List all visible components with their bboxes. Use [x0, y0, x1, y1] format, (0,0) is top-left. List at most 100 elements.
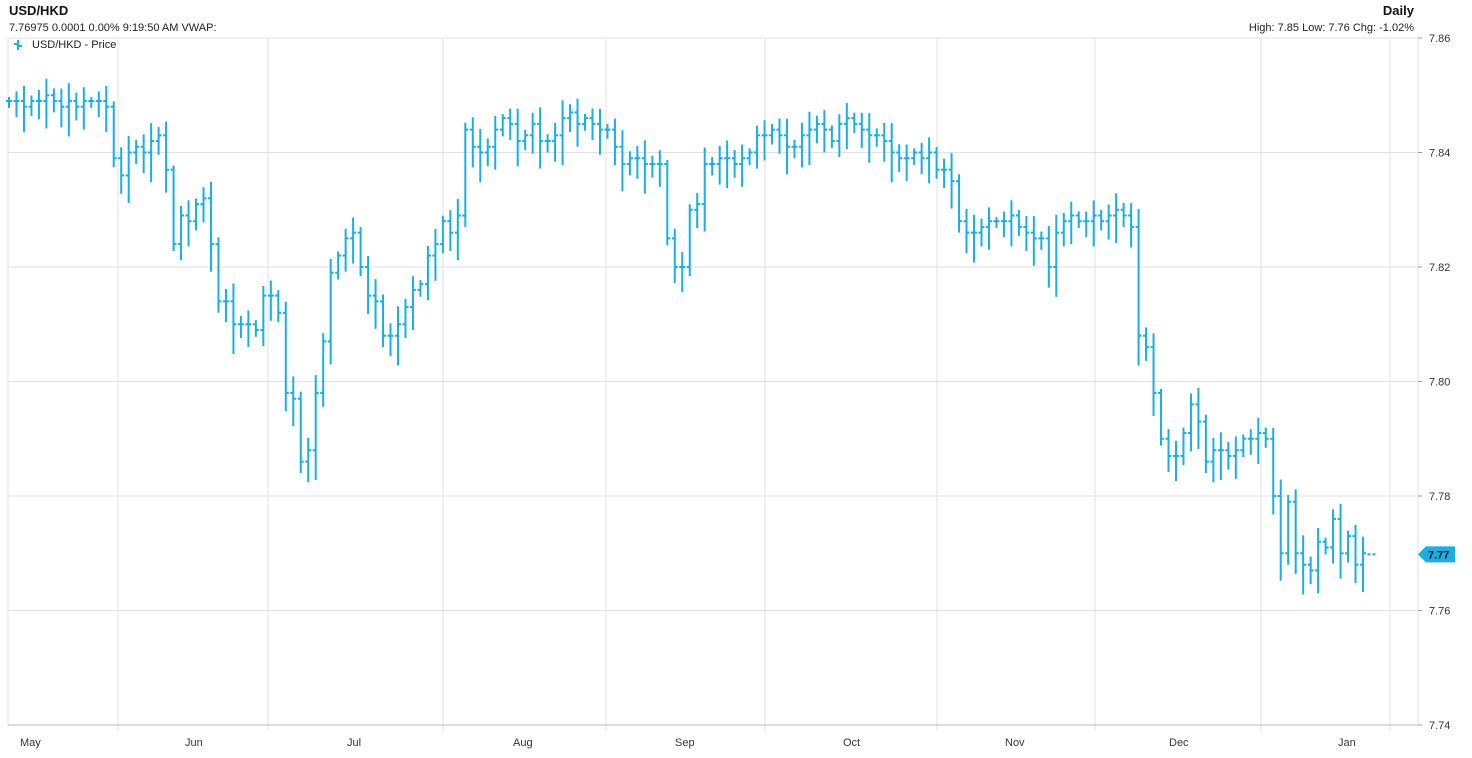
- ohlc-bar: [993, 217, 1000, 229]
- ohlc-bar: [394, 306, 401, 366]
- y-tick-label: 7.76: [1429, 606, 1450, 618]
- ohlc-bar: [574, 98, 581, 147]
- ohlc-bar: [1023, 215, 1030, 251]
- ohlc-bar: [933, 147, 940, 179]
- ohlc-bar: [200, 187, 207, 223]
- ohlc-bar: [1255, 417, 1262, 464]
- ohlc-bar: [821, 110, 828, 153]
- ohlc-bar: [439, 215, 446, 254]
- ohlc-bar: [103, 85, 110, 132]
- ohlc-bar: [1053, 214, 1060, 297]
- ohlc-bar: [1113, 193, 1120, 243]
- ohlc-bar: [582, 114, 589, 131]
- ohlc-bar: [596, 108, 603, 155]
- ohlc-bar: [709, 157, 716, 176]
- ohlc-bar: [65, 83, 72, 137]
- ohlc-bar: [275, 290, 282, 322]
- ohlc-bars: [6, 78, 1376, 595]
- ohlc-bar: [507, 108, 514, 140]
- ohlc-bar: [656, 150, 663, 187]
- ohlc-bar: [454, 198, 461, 261]
- ohlc-bar: [634, 145, 641, 179]
- chart-legend[interactable]: USD/HKD - Price: [14, 39, 116, 51]
- ohlc-bar: [1075, 211, 1082, 229]
- ohlc-bar: [544, 134, 551, 153]
- ohlc-bar: [1210, 437, 1217, 483]
- ohlc-bar: [649, 155, 656, 178]
- y-tick-label: 7.82: [1429, 262, 1450, 274]
- ohlc-bar: [873, 128, 880, 147]
- ohlc-bar: [851, 112, 858, 134]
- ohlc-bar: [776, 118, 783, 154]
- ohlc-bar: [282, 301, 289, 412]
- ohlc-bar: [417, 280, 424, 297]
- ohlc-bar: [1083, 211, 1090, 238]
- ohlc-bar: [178, 205, 185, 261]
- current-price-label: 7.77: [1428, 549, 1449, 561]
- ohlc-bar: [641, 140, 648, 194]
- ohlc-bar: [252, 320, 259, 337]
- ohlc-bar: [604, 124, 611, 139]
- x-axis: May Jun Jul Aug Sep Oct Nov Dec Jan: [8, 724, 1418, 749]
- ohlc-bar: [222, 288, 229, 322]
- ohlc-bar: [320, 333, 327, 407]
- x-tick-label: Sep: [675, 737, 695, 749]
- ohlc-bar: [1262, 427, 1269, 448]
- ohlc-bar: [671, 228, 678, 284]
- ohlc-bar: [589, 108, 596, 140]
- ohlc-bar: [260, 286, 267, 347]
- ohlc-bar: [858, 112, 865, 148]
- ohlc-bar: [1315, 528, 1322, 594]
- ohlc-bar: [1068, 201, 1075, 245]
- legend-label: USD/HKD - Price: [32, 39, 117, 51]
- ohlc-bar: [1232, 436, 1239, 479]
- ohlc-bar: [679, 251, 686, 293]
- ohlc-bar: [484, 138, 491, 167]
- y-tick-label: 7.80: [1429, 377, 1450, 389]
- ohlc-bar: [95, 91, 102, 118]
- ohlc-bar: [1285, 494, 1292, 565]
- ohlc-bar: [207, 181, 214, 272]
- y-tick-label: 7.86: [1429, 33, 1450, 45]
- ohlc-bar: [73, 92, 80, 121]
- ohlc-bar: [80, 87, 87, 130]
- ohlc-bar: [836, 114, 843, 158]
- ohlc-bar: [1217, 432, 1224, 480]
- ohlc-bar: [567, 104, 574, 132]
- ohlc-bar: [956, 174, 963, 233]
- ohlc-bar: [13, 91, 20, 118]
- ohlc-bar: [754, 125, 761, 169]
- ohlc-bar: [1143, 327, 1150, 361]
- ohlc-bar: [1187, 393, 1194, 452]
- x-tick-label: Nov: [1005, 737, 1025, 749]
- ohlc-bar: [499, 114, 506, 137]
- ohlc-bar: [1292, 489, 1299, 574]
- ohlc-bar: [843, 103, 850, 150]
- ohlc-bar: [140, 134, 147, 174]
- ohlc-bar: [903, 144, 910, 182]
- ohlc-bar: [290, 376, 297, 427]
- ohlc-bar: [133, 139, 140, 164]
- ohlc-bar: [739, 144, 746, 187]
- ohlc-bar: [58, 88, 65, 128]
- ohlc-bar: [424, 245, 431, 301]
- ohlc-bar: [1337, 503, 1344, 579]
- ohlc-bar: [686, 204, 693, 277]
- ohlc-bar: [215, 237, 222, 313]
- ohlc-bar: [327, 258, 334, 365]
- ohlc-bar: [237, 316, 244, 338]
- frequency-label[interactable]: Daily: [1382, 3, 1414, 18]
- ohlc-bar: [1172, 440, 1179, 482]
- ohlc-bar: [380, 294, 387, 348]
- ohlc-bar: [971, 214, 978, 263]
- stats-line: High: 7.85 Low: 7.76 Chg: -1.02%: [1248, 22, 1414, 34]
- ohlc-bar: [941, 158, 948, 188]
- ohlc-bar: [193, 198, 200, 231]
- ohlc-bar: [1307, 556, 1314, 585]
- ohlc-bar: [50, 88, 57, 113]
- y-tick-label: 7.74: [1429, 720, 1450, 732]
- ohlc-bar: [20, 85, 27, 132]
- ohlc-bar: [978, 218, 985, 247]
- ohlc-bar: [813, 115, 820, 144]
